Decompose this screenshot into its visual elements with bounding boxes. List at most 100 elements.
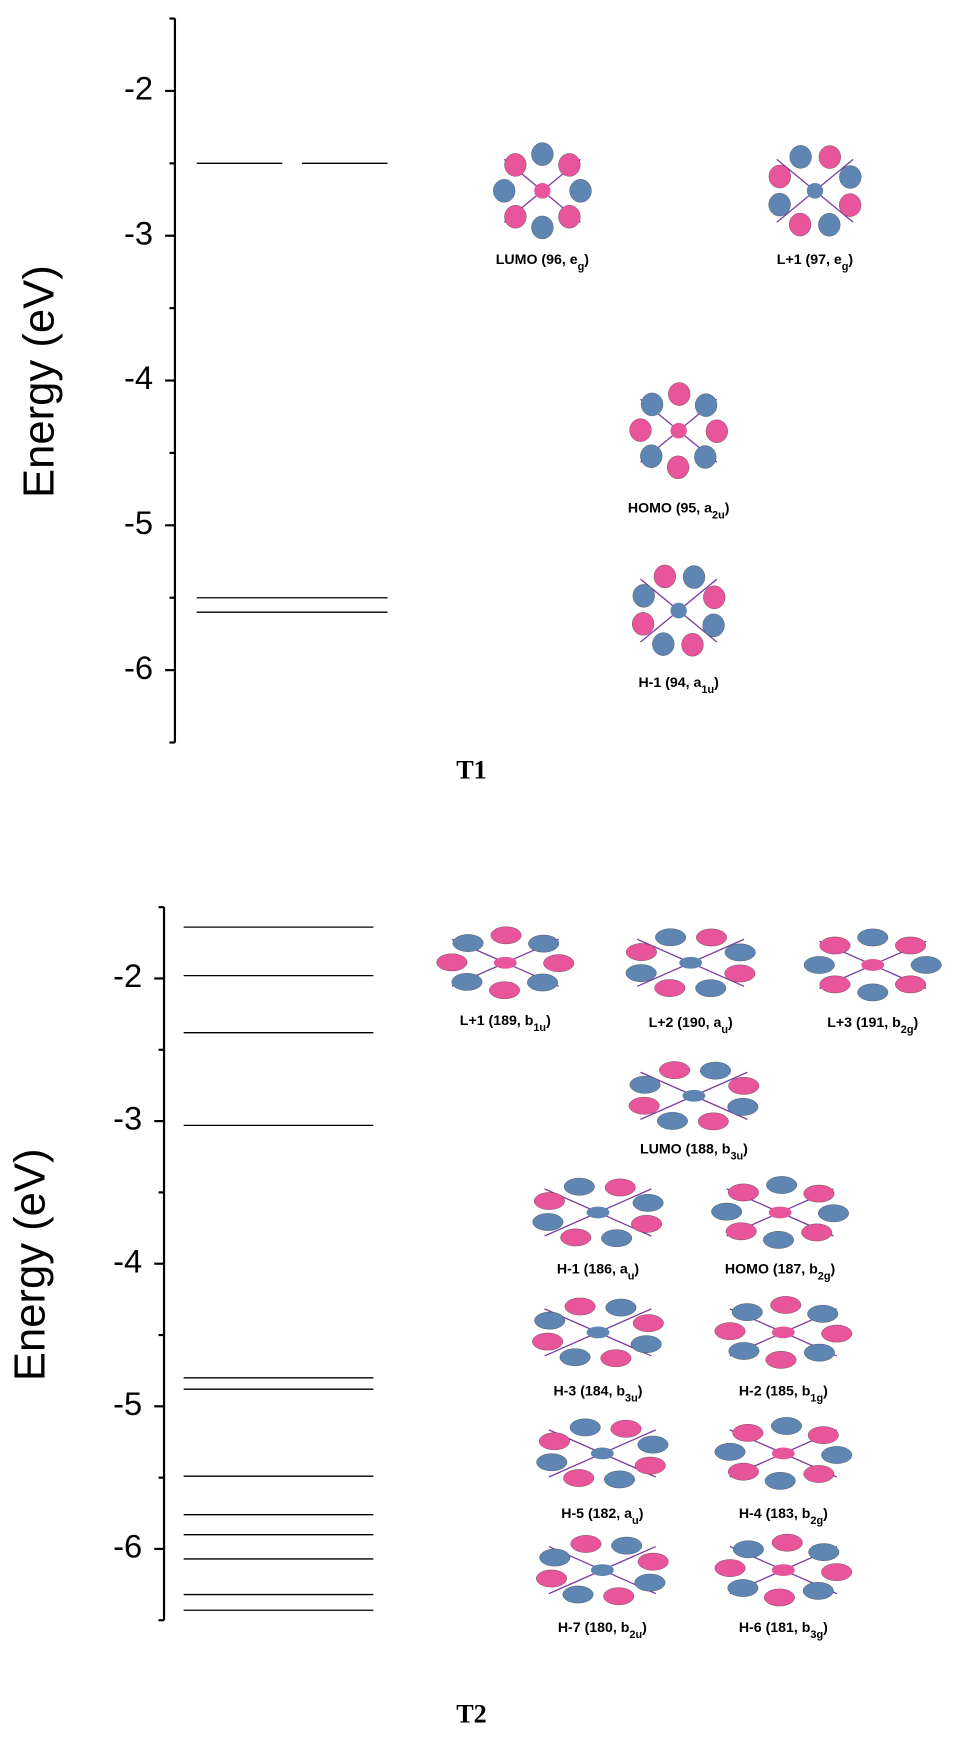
lobe: [679, 957, 702, 969]
label-end: ): [914, 1015, 919, 1031]
lobe: [659, 1062, 690, 1079]
lobe: [640, 445, 662, 468]
label-subscript: 1g: [810, 1393, 823, 1405]
label-subscript: 2u: [712, 509, 725, 521]
lobe: [494, 957, 517, 969]
lobe: [857, 984, 888, 1001]
figure: -6-5-4-3-2Energy (eV)T1LUMO (96, eg)L+1 …: [0, 0, 967, 1738]
orbital-label: LUMO (96, eg): [496, 252, 589, 273]
lobe: [700, 1062, 731, 1079]
orbital-label: H-2 (185, b1g): [739, 1384, 828, 1405]
lobe: [694, 445, 716, 468]
label-text: H-1 (186, a: [557, 1262, 628, 1278]
lobe: [629, 1097, 660, 1114]
lobe: [801, 1224, 832, 1241]
label-end: ): [743, 1142, 748, 1158]
lobe: [531, 216, 553, 239]
lobe: [587, 1327, 610, 1339]
lobe: [560, 1229, 591, 1246]
label-end: ): [634, 1262, 639, 1278]
lobe: [591, 1448, 614, 1460]
orbital-label: L+1 (189, b1u): [460, 1013, 551, 1034]
lobe: [604, 1471, 635, 1488]
lobe: [683, 566, 705, 589]
orbital-label: H-1 (94, a1u): [638, 675, 719, 696]
orbital-image: [626, 929, 756, 997]
lobe: [771, 1417, 802, 1434]
lobe: [804, 956, 835, 973]
lobe: [638, 1436, 669, 1453]
orbital-label: H-4 (183, b2g): [739, 1506, 828, 1527]
lobe: [808, 1427, 839, 1444]
label-text: HOMO (95, a: [628, 500, 712, 516]
label-text: H-6 (181, b: [739, 1620, 811, 1636]
lobe: [531, 143, 553, 166]
lobe: [818, 213, 840, 236]
y-tick-label: -4: [124, 359, 153, 396]
orbital-image: [715, 1296, 852, 1368]
lobe: [818, 1205, 849, 1222]
lobe: [728, 1077, 759, 1094]
label-text: H-1 (94, a: [638, 675, 701, 691]
lobe: [587, 1207, 610, 1219]
lobe: [534, 183, 550, 199]
lobe: [657, 1112, 688, 1129]
label-end: ): [823, 1506, 828, 1522]
label-text: L+2 (190, a: [649, 1015, 722, 1031]
lobe: [857, 929, 888, 946]
lobe: [652, 633, 674, 656]
lobe: [821, 1325, 852, 1342]
lobe: [769, 1207, 792, 1219]
lobe: [654, 565, 676, 588]
y-axis-label: Energy (eV): [7, 1148, 55, 1381]
lobe: [861, 959, 884, 971]
label-text: H-3 (184, b: [553, 1384, 625, 1400]
lobe: [670, 423, 686, 439]
lobe: [504, 153, 526, 176]
lobe: [563, 1586, 594, 1603]
orbital-image: [533, 1178, 664, 1247]
lobe: [558, 153, 580, 176]
lobe: [534, 1192, 565, 1209]
lobe: [764, 1589, 795, 1606]
lobe: [728, 1579, 759, 1596]
lobe: [715, 1559, 746, 1576]
lobe: [696, 929, 727, 946]
lobe: [733, 1541, 764, 1558]
label-end: ): [584, 252, 589, 268]
lobe: [504, 205, 526, 228]
orbital-image: [630, 383, 728, 479]
lobe: [536, 1454, 567, 1471]
label-end: ): [830, 1262, 835, 1278]
lobe: [766, 1351, 797, 1368]
lobe: [911, 956, 942, 973]
label-subscript: 2g: [818, 1271, 831, 1283]
lobe: [682, 633, 704, 656]
orbital-image: [804, 929, 941, 1001]
lobe: [591, 1564, 614, 1576]
lobe: [452, 973, 483, 990]
lobe: [766, 1176, 797, 1193]
label-text: H-7 (180, b: [558, 1620, 630, 1636]
lobe: [772, 1534, 803, 1551]
lobe: [605, 1179, 636, 1196]
lobe: [563, 1469, 594, 1486]
lobe: [789, 213, 811, 236]
label-text: LUMO (188, b: [640, 1142, 731, 1158]
orbital-label: H-7 (180, b2u): [558, 1620, 647, 1641]
lobe: [570, 1419, 601, 1436]
lobe: [819, 146, 841, 169]
label-end: ): [848, 252, 853, 268]
lobe: [726, 1223, 757, 1240]
lobe: [821, 1446, 852, 1463]
lobe: [655, 929, 686, 946]
lobe: [695, 980, 726, 997]
lobe: [772, 1327, 795, 1339]
orbital-image: [536, 1535, 668, 1605]
lobe: [565, 1298, 596, 1315]
lobe: [655, 979, 686, 996]
lobe: [728, 1184, 759, 1201]
label-text: HOMO (187, b: [725, 1262, 818, 1278]
orbital-label: H-3 (184, b3u): [553, 1384, 642, 1405]
lobe: [772, 1564, 795, 1576]
